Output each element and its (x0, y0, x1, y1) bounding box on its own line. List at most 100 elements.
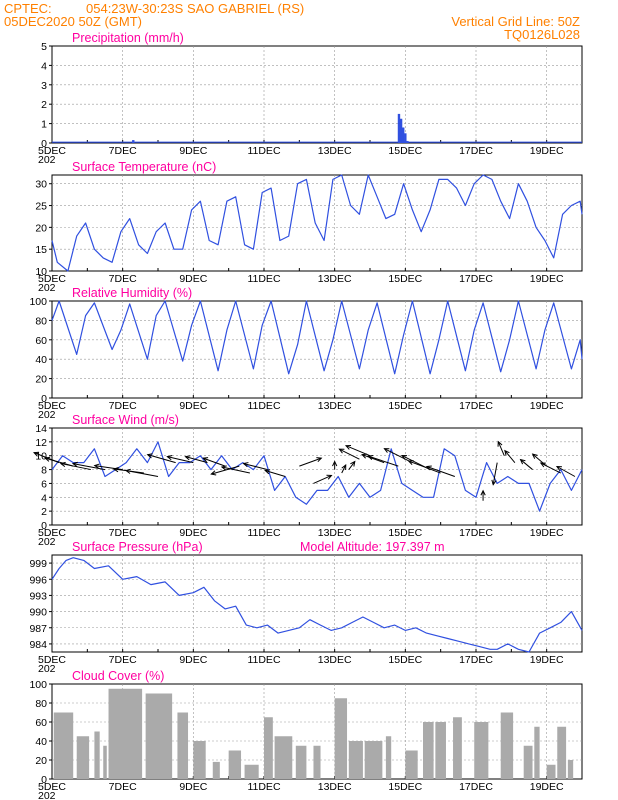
cloud-bar (348, 741, 363, 779)
year-stub: 202 (38, 663, 56, 675)
x-tick-label: 19DEC (530, 145, 564, 157)
x-tick-label: 13DEC (318, 781, 352, 793)
panel-frame (51, 300, 583, 399)
header-location: 054:23W-30:23S SAO GABRIEL (RS) (86, 1, 304, 16)
cloud-bar (94, 731, 100, 779)
wind-arrow-head (361, 453, 368, 459)
x-tick-label: 11DEC (247, 273, 280, 285)
wind-arrow (426, 466, 455, 477)
cloud-bar (244, 764, 259, 779)
wind-arrow (221, 466, 250, 474)
wind-arrow (532, 453, 547, 467)
x-tick-label: 5DEC (38, 654, 66, 666)
x-tick-label: 19DEC (530, 273, 564, 285)
x-tick-label: 15DEC (388, 781, 422, 793)
wind-arrow (202, 457, 226, 467)
x-tick-label: 15DEC (388, 400, 422, 412)
x-tick-label: 17DEC (459, 654, 493, 666)
wind-arrow (497, 441, 505, 456)
wind-arrow (341, 464, 347, 474)
x-tick-label: 19DEC (530, 781, 564, 793)
y-tick-label: 60 (35, 717, 47, 729)
y-tick-label: 5 (41, 41, 47, 53)
wind-arrow-head (326, 474, 333, 480)
wind-arrow (147, 454, 176, 464)
panel-precip: Precipitation (mm/h) 0 1 2 3 4 5 5DEC 7DEC 9DEC 11… (38, 31, 583, 166)
wind-arrow-head (338, 448, 345, 454)
panel-frame (51, 45, 583, 144)
year-stub: 202 (38, 282, 56, 294)
rh-line (51, 300, 583, 375)
y-tick-label: 15 (35, 244, 47, 256)
x-tick-label: 19DEC (530, 654, 564, 666)
y-tick-label: 10 (35, 266, 47, 278)
x-tick-label: 17DEC (459, 527, 493, 539)
x-tick-label: 19DEC (530, 527, 564, 539)
x-tick-label: 9DEC (179, 145, 207, 157)
precip-bar (402, 127, 405, 143)
x-tick-label: 5DEC (38, 781, 66, 793)
precip-bar (404, 133, 407, 143)
y-tick-label: 4 (41, 60, 47, 72)
year-stub: 202 (38, 536, 56, 548)
y-tick-label: 0 (41, 138, 47, 150)
x-tick-label: 9DEC (179, 654, 207, 666)
x-tick-label: 5DEC (38, 145, 66, 157)
y-tick-label: 10 (35, 451, 47, 463)
wind-arrow (313, 474, 332, 484)
cloud-bar (334, 698, 348, 779)
x-tick-label: 13DEC (318, 527, 352, 539)
wind-arrow (408, 460, 441, 474)
cloud-bar (228, 750, 242, 779)
wind-arrow (348, 461, 356, 470)
y-tick-label: 20 (35, 755, 47, 767)
wind-arrow-head (210, 470, 217, 476)
wind-arrow-head (407, 460, 414, 465)
x-tick-label: 11DEC (247, 527, 280, 539)
wind-arrow (368, 455, 399, 467)
y-tick-label: 2 (41, 506, 47, 518)
y-tick-label: 12 (35, 437, 47, 449)
cloud-bar (108, 688, 143, 779)
y-tick-label: 987 (29, 623, 47, 635)
y-tick-label: 6 (41, 478, 47, 490)
y-tick-label: 25 (35, 201, 47, 213)
x-tick-label: 5DEC (38, 400, 66, 412)
x-tick-label: 7DEC (109, 654, 137, 666)
x-tick-label: 9DEC (179, 527, 207, 539)
wind-arrow-head (480, 489, 486, 496)
panel-title: Relative Humidity (%) (72, 286, 192, 300)
wind-arrow (72, 463, 106, 471)
year-stub: 202 (38, 154, 56, 166)
x-tick-label: 11DEC (247, 145, 280, 157)
wind-arrow-head (401, 455, 408, 460)
x-tick-label: 7DEC (109, 400, 137, 412)
cloud-bar (423, 722, 434, 779)
y-tick-label: 1 (41, 119, 47, 131)
x-tick-label: 15DEC (388, 654, 422, 666)
wind-arrow (339, 448, 360, 460)
cloud-bar (435, 722, 446, 779)
wind-arrow-head (264, 469, 271, 475)
wind-line (51, 441, 583, 512)
pres-line (51, 557, 583, 653)
panel-frame (51, 174, 583, 272)
x-tick-label: 7DEC (109, 273, 137, 285)
wind-arrow (384, 448, 413, 464)
cloud-bar (103, 745, 107, 779)
x-tick-label: 17DEC (459, 273, 493, 285)
x-tick-label: 7DEC (109, 781, 137, 793)
x-tick-label: 5DEC (38, 273, 66, 285)
cloud-bar (453, 717, 462, 779)
wind-arrow (265, 470, 286, 477)
y-tick-label: 20 (35, 374, 47, 386)
wind-arrow (125, 470, 159, 477)
x-tick-label: 17DEC (459, 781, 493, 793)
y-tick-label: 0 (41, 520, 47, 532)
panel-temp: Surface Temperature (nC) 10 15 20 25 30 5DEC 7D… (35, 160, 583, 294)
y-tick-label: 8 (41, 465, 47, 477)
x-tick-label: 11DEC (247, 654, 280, 666)
panel-note: Model Altitude: 197.397 m (300, 540, 445, 554)
